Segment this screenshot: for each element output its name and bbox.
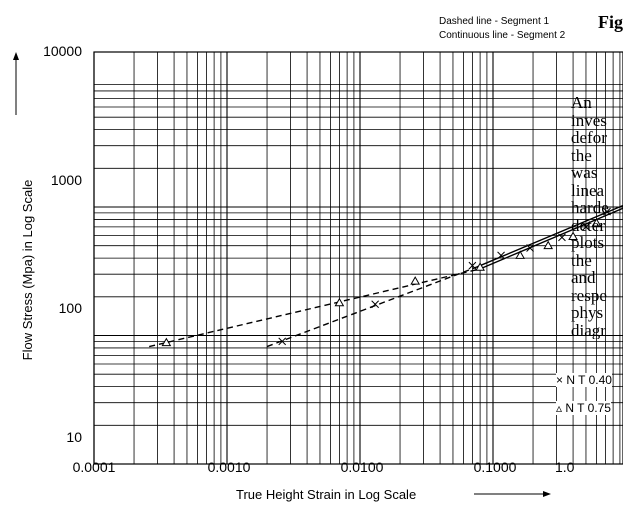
marker-stroke xyxy=(278,337,287,346)
legend-label: N T 0.75 xyxy=(565,401,611,415)
data-point-triangle-marker xyxy=(515,250,526,259)
segment-note-2: Continuous line - Segment 2 xyxy=(439,30,566,41)
marker-stroke xyxy=(497,251,505,260)
data-point-x-marker xyxy=(603,207,611,216)
x-tick-label: 0.0010 xyxy=(207,459,251,475)
segment-2-continuous-line xyxy=(476,204,623,268)
marker-stroke xyxy=(603,207,611,216)
x-axis-label: True Height Strain in Log Scale xyxy=(236,487,417,502)
data-point-triangle-marker xyxy=(334,297,345,307)
side-text-line: phys xyxy=(571,303,604,322)
legend-entry-nt075: ▵ N T 0.75 xyxy=(556,401,611,415)
x-tick-label: 1.0 xyxy=(555,459,575,475)
side-text-line: diagr xyxy=(571,320,606,339)
marker-stroke xyxy=(526,244,534,252)
data-point-triangle-marker xyxy=(475,262,485,271)
data-point-x-marker xyxy=(497,251,505,260)
y-axis-label: Flow Stress (Mpa) in Log Scale xyxy=(20,179,35,361)
side-text-line: the xyxy=(571,145,592,165)
figure-label: Fig. xyxy=(598,12,623,32)
x-tick-label: 0.0001 xyxy=(72,459,116,475)
side-text-line: respe xyxy=(571,285,607,305)
data-point-triangle-marker xyxy=(591,218,602,227)
x-axis-arrow-head xyxy=(543,491,551,497)
marker-stroke xyxy=(371,300,380,309)
segment-1-dashed-line xyxy=(149,268,481,348)
x-tick-label: 0.0100 xyxy=(340,459,384,475)
legend-entry-nt040: × N T 0.40 xyxy=(556,373,612,387)
y-axis-arrow-head xyxy=(13,52,19,60)
y-tick-label: 10 xyxy=(66,429,82,445)
data-point-triangle-marker xyxy=(410,276,421,285)
side-text-line: inves xyxy=(571,110,607,130)
side-text-line: deter xyxy=(571,215,605,235)
y-tick-label: 100 xyxy=(58,300,82,316)
data-point-triangle-marker xyxy=(568,231,578,240)
legend-label: N T 0.40 xyxy=(566,373,612,387)
data-point-x-marker xyxy=(558,233,566,242)
plot-border xyxy=(93,51,623,465)
data-point-x-marker xyxy=(526,244,534,252)
y-tick-label: 1000 xyxy=(50,172,82,188)
data-point-x-marker xyxy=(468,261,477,270)
data-point-x-marker xyxy=(371,300,380,309)
side-text-line: An xyxy=(571,94,592,112)
segment-note-1: Dashed line - Segment 1 xyxy=(439,16,550,27)
y-tick-label: 10000 xyxy=(43,43,82,59)
x-tick-label: 0.1000 xyxy=(473,459,517,475)
marker-stroke xyxy=(558,233,566,242)
marker-stroke xyxy=(468,261,477,270)
data-point-x-marker xyxy=(582,223,590,231)
data-point-x-marker xyxy=(278,337,287,346)
side-text-line: and xyxy=(571,268,596,287)
segment-1-dashed-line xyxy=(266,266,477,348)
side-text-line: was xyxy=(571,163,598,182)
side-text-fragment: An inves defor the was linea harde deter… xyxy=(571,94,623,339)
data-point-triangle-marker xyxy=(161,337,172,347)
side-text-line: harde xyxy=(571,198,609,217)
data-points xyxy=(161,207,611,347)
data-point-triangle-marker xyxy=(543,240,554,250)
grid xyxy=(93,52,623,465)
side-text-line: plots xyxy=(571,233,605,252)
marker-stroke xyxy=(582,223,590,231)
side-text-line: defor xyxy=(571,128,607,147)
side-text-line: the xyxy=(571,250,592,270)
side-text-line: linea xyxy=(571,180,605,200)
